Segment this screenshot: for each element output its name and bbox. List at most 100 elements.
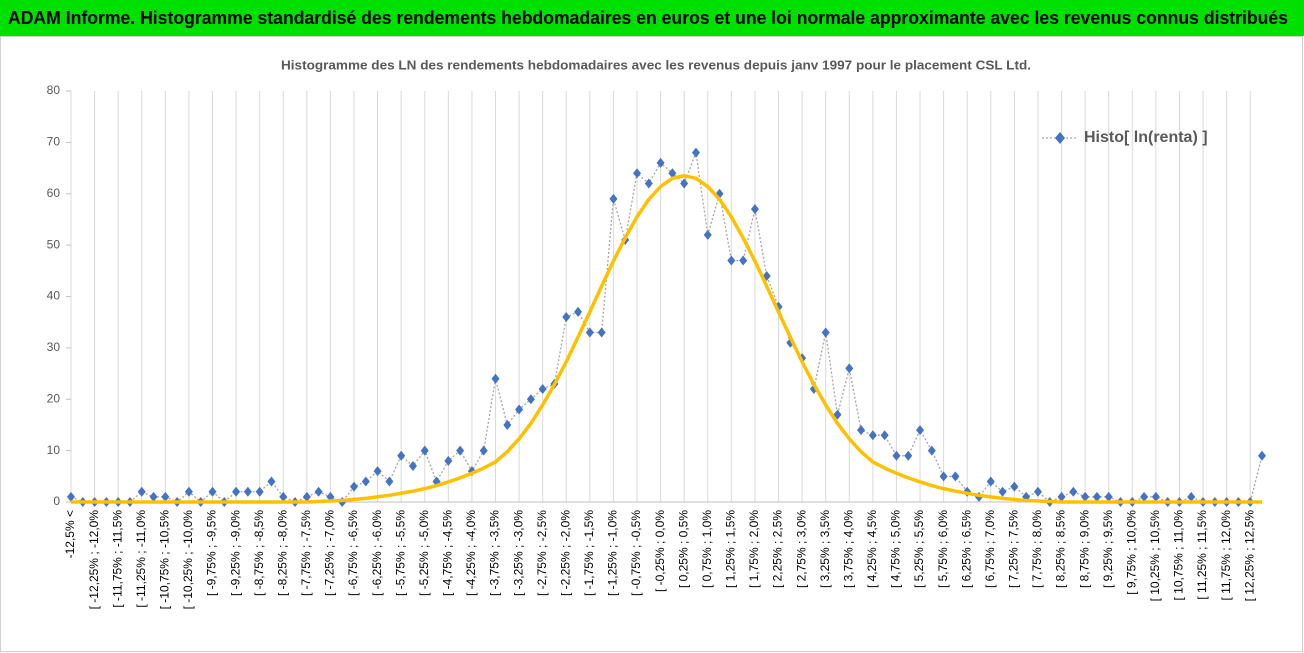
y-tick-label: 20 [47, 391, 61, 405]
data-point [562, 312, 571, 323]
data-point [927, 445, 936, 456]
x-tick-label: [ -10,75% ; -10,5% [158, 510, 172, 610]
x-tick-label: [ 8,25% ; 8,5% [1054, 510, 1068, 588]
data-point [184, 486, 193, 497]
x-tick-label: [ -5,75% ; -5,5% [393, 510, 407, 596]
x-tick-label: [ -7,25% ; -7,0% [323, 510, 337, 596]
data-point [408, 461, 417, 472]
data-point [821, 327, 830, 338]
y-tick-label: 80 [47, 83, 61, 97]
x-tick-label: [ -5,25% ; -5,0% [417, 510, 431, 596]
data-point [208, 486, 217, 497]
data-point [750, 204, 759, 215]
header-band [0, 0, 1304, 36]
x-tick-label: [ 11,75% ; 12,0% [1219, 510, 1233, 601]
data-point [951, 471, 960, 482]
data-point [255, 486, 264, 497]
x-tick-label: [ 7,75% ; 8,0% [1030, 510, 1044, 588]
data-point [998, 486, 1007, 497]
data-point [668, 168, 677, 179]
x-tick-label: [ -1,25% ; -1,0% [606, 510, 620, 596]
x-tick-label: [ -11,25% ; -11,0% [134, 510, 148, 608]
x-tick-label: [ -2,25% ; -2,0% [558, 510, 572, 596]
y-tick-label: 0 [53, 494, 60, 508]
data-point [633, 168, 642, 179]
data-point [361, 476, 370, 487]
data-point [538, 383, 547, 394]
data-point [727, 255, 736, 266]
x-tick-label: [ -4,25% ; -4,0% [464, 510, 478, 596]
data-point [479, 445, 488, 456]
data-point [868, 430, 877, 441]
x-tick-label: [ 5,75% ; 6,0% [936, 510, 950, 588]
data-point [939, 471, 948, 482]
data-point [857, 425, 866, 436]
data-point [703, 229, 712, 240]
data-point [397, 450, 406, 461]
data-point [892, 450, 901, 461]
x-tick-label: [ -10,25% ; -10,0% [181, 510, 195, 610]
data-point [1069, 486, 1078, 497]
x-tick-label: [ 2,75% ; 3,0% [794, 510, 808, 588]
y-tick-label: 60 [47, 186, 61, 200]
data-point [845, 363, 854, 374]
data-point [1140, 491, 1149, 502]
x-tick-label: [ 0,25% ; 0,5% [676, 510, 690, 588]
x-tick-label: [ -3,75% ; -3,5% [488, 510, 502, 596]
data-point [644, 178, 653, 189]
x-tick-label: [ 5,25% ; 5,5% [912, 510, 926, 588]
data-point [1258, 450, 1266, 461]
data-point [680, 178, 689, 189]
x-tick-label: [ -7,75% ; -7,5% [299, 510, 313, 596]
data-point [232, 486, 241, 497]
data-point [656, 157, 665, 168]
x-tick-label: [ 9,25% ; 9,5% [1101, 510, 1115, 588]
page-title: ADAM Informe. Histogramme standardisé de… [8, 8, 1288, 28]
data-point [1092, 491, 1101, 502]
x-tick-label: [ -0,25% ; 0,0% [653, 510, 667, 592]
x-tick-label: [ -8,75% ; -8,5% [252, 510, 266, 596]
x-tick-label: [ -1,75% ; -1,5% [582, 510, 596, 596]
x-tick-label: [ -2,75% ; -2,5% [535, 510, 549, 596]
data-point [526, 394, 535, 405]
data-point [1033, 486, 1042, 497]
data-point [503, 419, 512, 430]
data-point [279, 491, 288, 502]
data-point [515, 404, 524, 415]
data-point [67, 491, 75, 502]
data-point [585, 327, 594, 338]
data-point [1010, 481, 1019, 492]
x-tick-label: [ -9,75% ; -9,5% [205, 510, 219, 596]
normal-curve [71, 174, 1262, 504]
data-point [691, 147, 700, 158]
x-tick-label: [ -3,25% ; -3,0% [511, 510, 525, 596]
x-tick-label: [ 1,25% ; 1,5% [724, 510, 738, 588]
x-tick-label: [ 10,25% ; 10,5% [1148, 510, 1162, 602]
x-tick-label: [ 6,75% ; 7,0% [983, 510, 997, 588]
data-point [243, 486, 252, 497]
data-point [314, 486, 323, 497]
x-tick-label: [ -12,25% ; -12,0% [87, 510, 101, 610]
chart-title: Histogramme des LN des rendements hebdom… [281, 57, 1031, 72]
y-tick-label: 30 [47, 340, 61, 354]
x-tick-label: -12,5% < [63, 510, 77, 558]
data-point [456, 445, 465, 456]
data-point [373, 466, 382, 477]
legend-marker [1055, 132, 1065, 144]
x-tick-label: [ 0,75% ; 1,0% [700, 510, 714, 588]
x-tick-label: [ -8,25% ; -8,0% [275, 510, 289, 596]
x-tick-label: [ 9,75% ; 10,0% [1124, 510, 1138, 595]
x-tick-label: [ 1,75% ; 2,0% [747, 510, 761, 588]
x-tick-label: [ -0,75% ; -0,5% [629, 510, 643, 596]
data-point [916, 425, 925, 436]
data-point [880, 430, 889, 441]
x-tick-label: [ -4,75% ; -4,5% [441, 510, 455, 596]
data-point [302, 491, 311, 502]
data-point [574, 306, 583, 317]
data-point [491, 373, 500, 384]
x-tick-label: [ 8,75% ; 9,0% [1077, 510, 1091, 588]
data-point [267, 476, 276, 487]
y-tick-label: 50 [47, 237, 61, 251]
x-tick-label: [ -9,25% ; -9,0% [228, 510, 242, 596]
